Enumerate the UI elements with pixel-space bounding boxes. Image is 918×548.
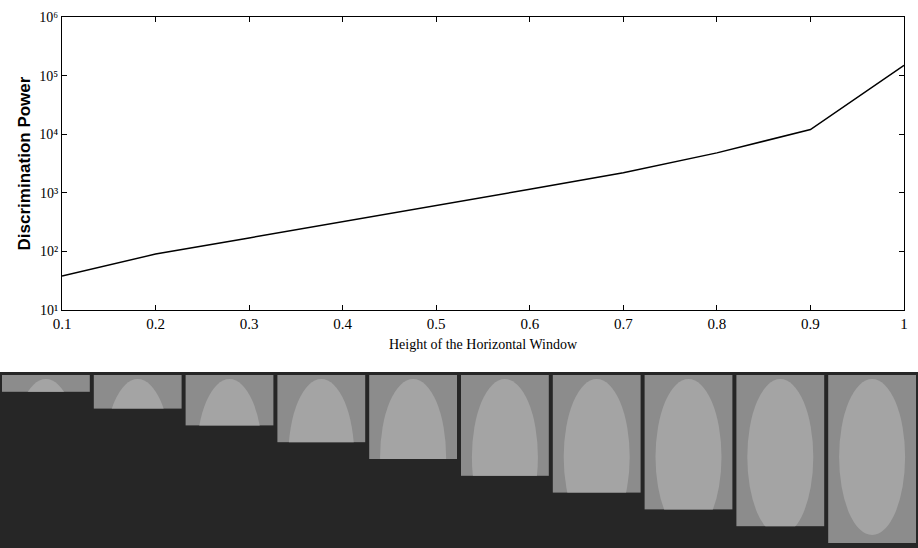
svg-text:10¹: 10¹ [40, 303, 58, 318]
svg-text:1: 1 [900, 316, 908, 332]
svg-text:0.6: 0.6 [520, 316, 539, 332]
svg-text:10⁵: 10⁵ [39, 69, 58, 84]
svg-text:0.4: 0.4 [333, 316, 352, 332]
svg-text:0.5: 0.5 [427, 316, 446, 332]
svg-text:0.7: 0.7 [614, 316, 633, 332]
svg-text:0.9: 0.9 [801, 316, 820, 332]
svg-text:Discrimination Power: Discrimination Power [15, 76, 34, 250]
svg-text:0.3: 0.3 [240, 316, 259, 332]
svg-text:0.2: 0.2 [146, 316, 165, 332]
svg-text:10⁶: 10⁶ [39, 10, 58, 25]
svg-text:10²: 10² [40, 244, 58, 259]
svg-text:0.1: 0.1 [53, 316, 72, 332]
svg-text:10³: 10³ [40, 186, 58, 201]
svg-text:Height of the Horizontal Windo: Height of the Horizontal Window [389, 337, 578, 352]
svg-text:0.8: 0.8 [708, 316, 727, 332]
svg-text:10⁴: 10⁴ [39, 127, 58, 142]
